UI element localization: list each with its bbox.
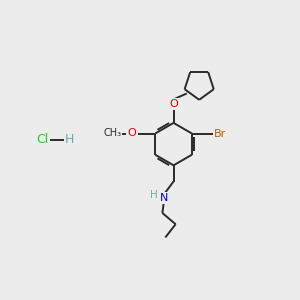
Text: H: H xyxy=(65,133,74,146)
Text: H: H xyxy=(150,190,158,200)
Text: O: O xyxy=(127,128,136,138)
Text: Cl: Cl xyxy=(36,133,49,146)
Text: N: N xyxy=(160,193,168,203)
Text: Br: Br xyxy=(214,128,226,139)
Text: O: O xyxy=(169,99,178,110)
Text: CH₃: CH₃ xyxy=(103,128,122,138)
